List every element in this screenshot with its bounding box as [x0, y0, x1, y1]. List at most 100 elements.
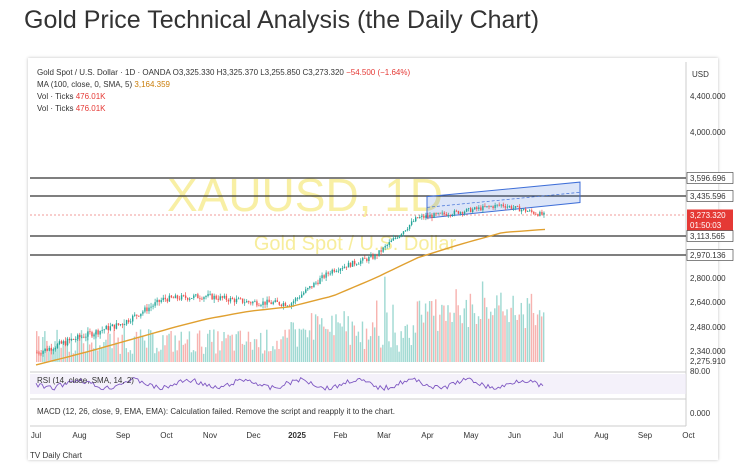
channel-midline [426, 191, 581, 208]
candle-body [335, 270, 338, 272]
candle-body [537, 214, 539, 216]
candle-body [89, 331, 91, 333]
candle-body [235, 298, 238, 303]
price-level-label[interactable]: 01:50:03 [687, 219, 733, 231]
volume-bar [170, 331, 172, 362]
volume-bar [235, 334, 237, 362]
candle-body [284, 303, 287, 306]
volume-bar [483, 297, 486, 362]
price-axis-tick: 2,640.000 [690, 298, 726, 307]
candle-body [170, 295, 173, 298]
candle-body [231, 298, 234, 300]
candle-body [415, 217, 417, 222]
volume-bar [184, 343, 187, 362]
candle-body [44, 348, 46, 352]
candle-body [290, 303, 293, 306]
candle-body [125, 320, 128, 325]
volume-bar [514, 315, 516, 362]
volume-bar [426, 311, 429, 362]
volume-bar [196, 333, 199, 362]
candle-body [282, 303, 285, 306]
time-axis-tick: Jul [553, 431, 563, 440]
candle-body [99, 330, 101, 335]
volume-bar [414, 332, 417, 362]
volume-bar [526, 298, 529, 362]
candle-body [172, 297, 175, 299]
volume-bar [314, 314, 317, 362]
volume-bar [123, 319, 125, 362]
price-level-label[interactable]: 3,113.565 [686, 230, 734, 242]
candle-body [437, 212, 439, 214]
volume-bar [321, 318, 323, 362]
legend-vol-label: Vol · Ticks [37, 92, 74, 101]
candle-body [355, 264, 358, 266]
candle-body [56, 344, 59, 349]
volume-bar [107, 332, 109, 362]
price-level-value: 3,596.696 [690, 174, 726, 183]
candle-body [429, 215, 431, 217]
candle-body [62, 341, 65, 344]
price-axis-tick: 4,000.000 [690, 128, 726, 137]
candle-body [303, 292, 305, 295]
candle-body [510, 206, 513, 209]
candle-body [246, 301, 248, 303]
volume-bar [109, 333, 111, 362]
candle-body [494, 204, 496, 208]
legend-vol-row-1[interactable]: Vol · Ticks 476.01K [37, 91, 410, 103]
candle-body [514, 206, 517, 208]
volume-bar [485, 307, 488, 362]
price-level-label[interactable]: 3,273.320 [687, 209, 733, 221]
volume-bar [158, 351, 160, 362]
candle-body [370, 255, 372, 257]
volume-bar [416, 301, 419, 362]
price-level-label[interactable]: 3,435.596 [686, 190, 734, 202]
volume-bar [231, 334, 233, 362]
volume-bar [530, 293, 533, 362]
candle-body [221, 296, 224, 298]
volume-bar [406, 324, 408, 362]
candle-body [294, 298, 297, 302]
rsi-line[interactable] [35, 376, 544, 391]
volume-bar [247, 331, 250, 362]
volume-bar [164, 345, 166, 362]
volume-bar [532, 312, 535, 362]
volume-bar [402, 337, 404, 362]
volume-bar [418, 300, 421, 362]
volume-bar [538, 310, 541, 362]
candle-body [250, 302, 252, 304]
volume-bar [147, 329, 150, 362]
candle-body [79, 334, 81, 338]
candle-body [472, 209, 474, 213]
candle-body [258, 305, 260, 307]
candle-body [351, 260, 354, 267]
volume-bar [174, 335, 176, 362]
volume-bar [516, 319, 518, 362]
candle-body [60, 341, 63, 344]
ma-line[interactable] [35, 228, 546, 366]
legend-vol-row-2[interactable]: Vol · Ticks 476.01K [37, 103, 410, 115]
candle-body [256, 301, 258, 306]
volume-bar [430, 301, 433, 362]
price-level-label[interactable]: 3,596.696 [686, 172, 734, 184]
candle-body [121, 324, 124, 326]
candle-body [518, 206, 521, 212]
candle-body [469, 208, 472, 213]
candle-body [425, 215, 427, 218]
candle-body [103, 329, 105, 331]
volume-bar [396, 345, 398, 362]
volume-bar [518, 314, 520, 362]
candle-body [478, 207, 480, 209]
volume-bar [156, 347, 158, 362]
price-level-label[interactable]: 2,970.136 [686, 249, 734, 261]
legend-vol-label-2: Vol · Ticks [37, 104, 74, 113]
volume-bar [227, 334, 229, 362]
legend-ma-row[interactable]: MA (100, close, 0, SMA, 5) 3,164.359 [37, 79, 410, 91]
volume-bar [60, 347, 62, 362]
volume-bar [310, 313, 313, 362]
candle-body [142, 311, 144, 314]
time-axis-tick: Feb [334, 431, 348, 440]
candle-body [50, 347, 52, 351]
volume-bar [461, 323, 463, 362]
legend-change: −54.500 (−1.64%) [346, 68, 411, 77]
